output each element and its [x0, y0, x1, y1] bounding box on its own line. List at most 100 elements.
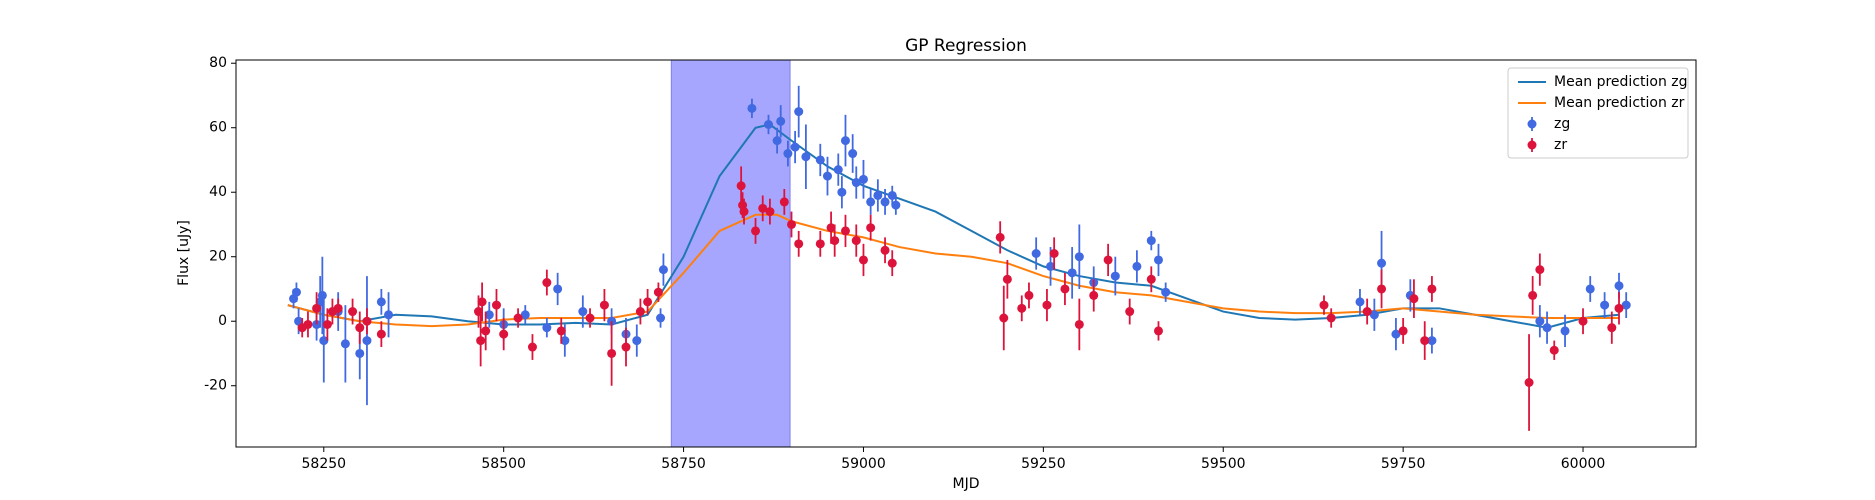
data-point: [1060, 284, 1070, 294]
legend-label: Mean prediction zg: [1554, 74, 1688, 90]
x-tick-label: 59750: [1381, 456, 1426, 472]
data-point: [477, 297, 487, 307]
legend-label: Mean prediction zr: [1554, 95, 1685, 111]
data-point: [1377, 258, 1387, 268]
data-point: [1146, 274, 1156, 284]
data-point: [599, 300, 609, 310]
data-point: [851, 178, 861, 188]
x-tick-label: 60000: [1561, 456, 1606, 472]
data-point: [1420, 336, 1430, 346]
data-point: [779, 197, 789, 207]
data-point: [621, 342, 631, 352]
data-point: [362, 336, 372, 346]
data-point: [747, 103, 757, 113]
y-tick-label: -20: [204, 378, 227, 394]
data-point: [772, 136, 782, 146]
data-point: [999, 313, 1009, 323]
mean-line: [287, 123, 1620, 329]
data-point: [739, 207, 749, 217]
y-tick-label: 0: [218, 313, 227, 329]
data-point: [542, 278, 552, 288]
x-tick-label: 59250: [1021, 456, 1066, 472]
data-point: [1398, 326, 1408, 336]
data-point: [491, 300, 501, 310]
data-point: [1427, 284, 1437, 294]
data-point: [866, 223, 876, 233]
data-point: [840, 136, 850, 146]
data-point: [384, 310, 394, 320]
data-point: [1362, 307, 1372, 317]
data-point: [858, 255, 868, 265]
data-point: [1326, 313, 1336, 323]
data-point: [376, 297, 386, 307]
data-point: [520, 310, 530, 320]
data-point: [1585, 284, 1595, 294]
data-point: [658, 265, 668, 275]
plot-frame: [235, 59, 1697, 448]
legend-swatch: [1527, 119, 1537, 129]
x-tick-label: 58250: [302, 456, 347, 472]
data-point: [1103, 255, 1113, 265]
data-point: [1549, 345, 1559, 355]
data-point: [1369, 310, 1379, 320]
highlight-span: [670, 59, 791, 448]
data-point: [833, 165, 843, 175]
data-point: [1067, 268, 1077, 278]
data-point: [891, 200, 901, 210]
data-point: [801, 152, 811, 162]
y-tick-label: 40: [209, 184, 227, 200]
data-point: [1409, 294, 1419, 304]
data-point: [1535, 316, 1545, 326]
data-point: [553, 284, 563, 294]
data-point: [319, 336, 329, 346]
x-tick-label: 58500: [481, 456, 526, 472]
data-point: [1319, 300, 1329, 310]
data-point: [560, 336, 570, 346]
data-point: [355, 323, 365, 333]
data-point: [783, 149, 793, 159]
data-point: [484, 310, 494, 320]
data-point: [1089, 290, 1099, 300]
data-point: [1427, 336, 1437, 346]
data-point: [765, 207, 775, 217]
x-tick-label: 58750: [661, 456, 706, 472]
legend-swatch: [1527, 140, 1537, 150]
data-point: [632, 336, 642, 346]
data-point: [1031, 249, 1041, 258]
data-point: [776, 116, 786, 126]
data-point: [837, 187, 847, 197]
data-point: [291, 287, 301, 297]
data-point: [787, 219, 797, 229]
chart-title: GP Regression: [905, 36, 1027, 56]
data-point: [1161, 287, 1171, 297]
data-point: [1049, 249, 1059, 258]
data-point: [1125, 307, 1135, 317]
data-point: [866, 197, 876, 207]
data-point: [995, 232, 1005, 242]
x-tick-label: 59000: [841, 456, 886, 472]
data-point: [880, 245, 890, 255]
data-point: [1560, 326, 1570, 336]
data-point: [585, 313, 595, 323]
data-point: [312, 303, 322, 313]
data-point: [1607, 323, 1617, 333]
data-point: [476, 336, 486, 346]
data-point: [1042, 300, 1052, 310]
data-point: [556, 326, 566, 336]
y-tick-label: 80: [209, 55, 227, 71]
data-point: [826, 223, 836, 233]
data-point: [355, 348, 365, 358]
data-point: [527, 342, 537, 352]
data-point: [1621, 300, 1631, 310]
data-point: [1074, 252, 1084, 262]
data-point: [1024, 290, 1034, 300]
data-point: [643, 297, 653, 307]
data-point: [858, 174, 868, 184]
data-point: [758, 203, 768, 213]
data-point: [481, 326, 491, 336]
data-point: [653, 287, 663, 297]
data-point: [1614, 303, 1624, 313]
data-point: [1535, 265, 1545, 275]
data-point: [887, 190, 897, 200]
data-point: [1110, 271, 1120, 281]
